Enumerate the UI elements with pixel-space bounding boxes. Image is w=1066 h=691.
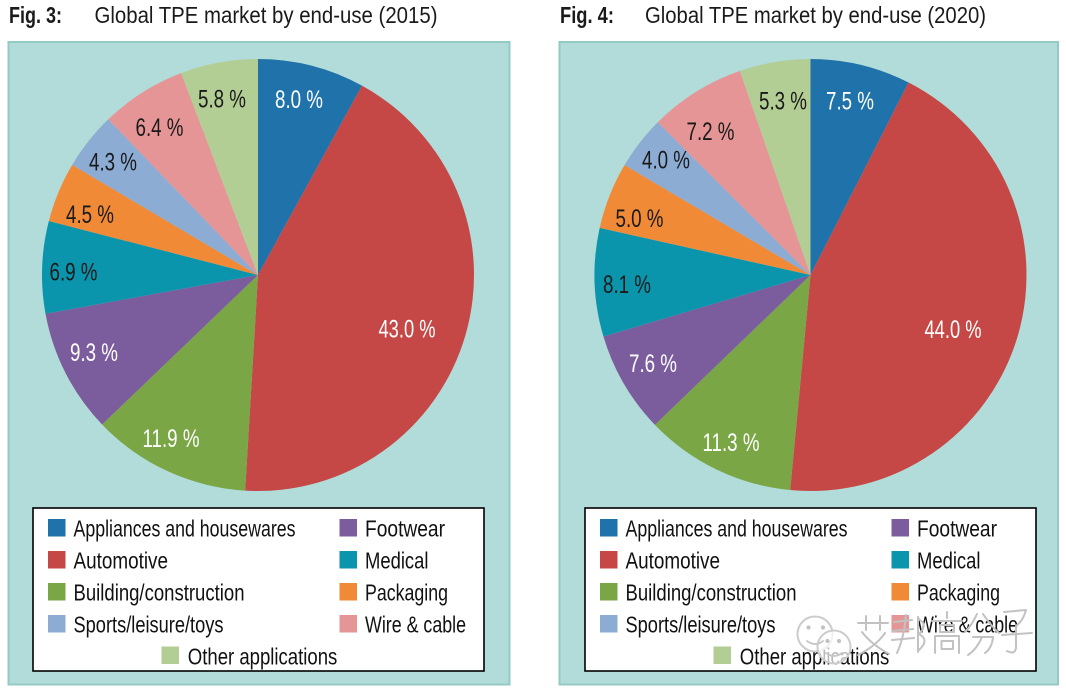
svg-text:5.8 %: 5.8 % [198, 86, 246, 114]
svg-text:Medical: Medical [917, 548, 981, 574]
svg-text:7.5 %: 7.5 % [826, 88, 874, 116]
svg-text:Packaging: Packaging [917, 580, 1000, 606]
svg-text:Other applications: Other applications [188, 644, 337, 670]
svg-text:Footwear: Footwear [365, 516, 445, 542]
svg-text:Global TPE market by end-use (: Global TPE market by end-use (2020) [645, 2, 986, 28]
svg-text:Building/construction: Building/construction [74, 580, 245, 606]
svg-text:6.4 %: 6.4 % [136, 114, 184, 142]
svg-text:5.0 %: 5.0 % [616, 205, 664, 233]
svg-text:Footwear: Footwear [917, 516, 997, 542]
svg-text:7.6 %: 7.6 % [629, 350, 677, 378]
svg-text:Automotive: Automotive [74, 548, 169, 574]
svg-text:4.5 %: 4.5 % [66, 201, 114, 229]
svg-text:11.9 %: 11.9 % [143, 425, 200, 453]
svg-text:Building/construction: Building/construction [626, 580, 797, 606]
svg-text:9.3 %: 9.3 % [70, 339, 118, 367]
svg-text:Medical: Medical [365, 548, 429, 574]
svg-text:Packaging: Packaging [365, 580, 448, 606]
svg-text:11.3 %: 11.3 % [703, 429, 760, 457]
svg-text:44.0 %: 44.0 % [925, 316, 982, 344]
svg-text:4.3 %: 4.3 % [89, 149, 137, 177]
svg-text:Global TPE market by end-use (: Global TPE market by end-use (2015) [95, 2, 438, 28]
svg-text:Wire & cable: Wire & cable [917, 612, 1018, 638]
svg-text:Fig. 4:: Fig. 4: [560, 2, 614, 28]
svg-text:6.9 %: 6.9 % [50, 259, 98, 287]
svg-text:8.1 %: 8.1 % [603, 271, 651, 299]
svg-text:Fig. 3:: Fig. 3: [9, 2, 62, 28]
svg-text:7.2 %: 7.2 % [687, 118, 735, 146]
svg-text:Wire & cable: Wire & cable [365, 612, 466, 638]
svg-text:5.3 %: 5.3 % [759, 88, 807, 116]
svg-text:Sports/leisure/toys: Sports/leisure/toys [626, 612, 776, 638]
svg-text:Automotive: Automotive [626, 548, 721, 574]
svg-text:Appliances and housewares: Appliances and housewares [74, 516, 296, 542]
svg-text:Appliances and housewares: Appliances and housewares [626, 516, 848, 542]
svg-text:43.0 %: 43.0 % [379, 316, 436, 344]
svg-text:4.0 %: 4.0 % [642, 147, 690, 175]
svg-text:8.0 %: 8.0 % [275, 86, 323, 114]
svg-text:Sports/leisure/toys: Sports/leisure/toys [74, 612, 224, 638]
